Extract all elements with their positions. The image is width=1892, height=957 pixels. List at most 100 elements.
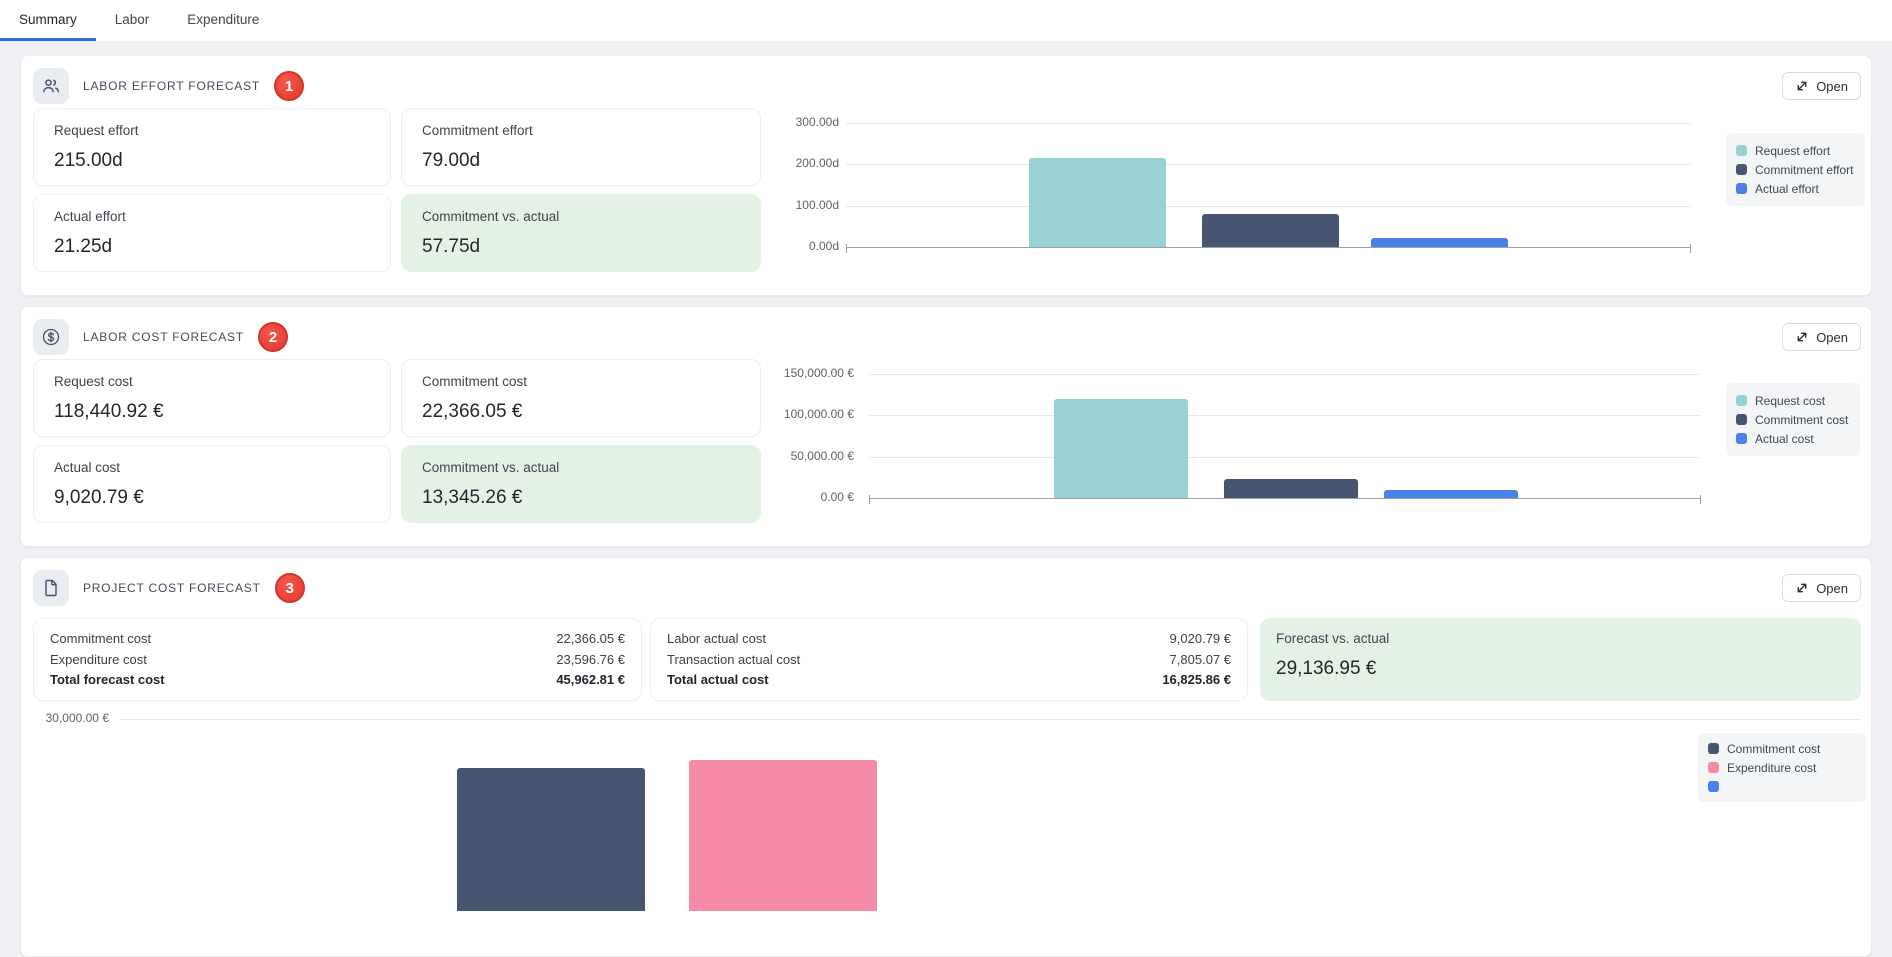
cost-row-value: 16,825.86 € [1162, 672, 1231, 687]
cost-row-value: 23,596.76 € [556, 651, 625, 667]
section-project-cost-forecast: PROJECT COST FORECAST 3 Open Commitment … [20, 557, 1872, 957]
metric-card-commitment-effort: Commitment effort 79.00d [401, 108, 761, 186]
y-axis-tick-label: 50,000.00 € [790, 449, 854, 463]
legend-label: Expenditure cost [1727, 760, 1817, 775]
gridline [869, 415, 1701, 416]
legend-item: Request cost [1736, 391, 1848, 410]
open-button-label: Open [1816, 580, 1848, 596]
tab-labor[interactable]: Labor [114, 12, 150, 27]
gridline [869, 374, 1701, 375]
dollar-circle-icon [33, 319, 69, 355]
labor-effort-header: LABOR EFFORT FORECAST 1 Open [33, 68, 1861, 104]
cost-row: Transaction actual cost 7,805.07 € [667, 650, 1231, 670]
cost-row: Expenditure cost 23,596.76 € [50, 650, 625, 670]
y-axis-tick-label: 0.00 € [820, 490, 854, 504]
metric-label: Commitment effort [422, 123, 533, 138]
legend-item: Actual cost [1736, 429, 1848, 448]
y-axis-tick-label: 30,000.00 € [45, 711, 109, 725]
metric-label: Actual effort [54, 209, 126, 224]
bar-request-cost [1054, 399, 1188, 498]
cost-row-label: Commitment cost [50, 631, 152, 646]
legend-label: Commitment cost [1755, 412, 1849, 427]
legend-item: Commitment cost [1708, 739, 1854, 758]
users-icon [33, 68, 69, 104]
x-axis-end-tick [1690, 244, 1691, 253]
x-axis-line [846, 247, 1691, 248]
gridline [869, 457, 1701, 458]
gridline [846, 123, 1691, 124]
cost-row-label: Total actual cost [667, 672, 769, 687]
legend-label: Commitment cost [1727, 741, 1821, 756]
legend-swatch [1736, 395, 1747, 406]
legend-label: Commitment effort [1755, 162, 1854, 177]
legend-item: Commitment cost [1736, 410, 1848, 429]
metric-value: 13,345.26 € [422, 487, 523, 508]
open-button[interactable]: Open [1782, 72, 1861, 100]
legend-item: Actual effort [1736, 179, 1853, 198]
legend-swatch [1736, 164, 1747, 175]
metric-label: Request cost [54, 374, 133, 389]
gridline [121, 719, 1861, 720]
metric-card-commitment-vs-actual: Commitment vs. actual 13,345.26 € [401, 445, 761, 523]
open-button-label: Open [1816, 329, 1848, 345]
bar-commitment-cost [1224, 479, 1358, 498]
tab-expenditure[interactable]: Expenditure [187, 12, 260, 27]
metric-label: Request effort [54, 123, 139, 138]
metric-value: 79.00d [422, 150, 481, 171]
metric-value: 118,440.92 € [54, 401, 164, 422]
bar-commitment-cost [457, 768, 645, 911]
cost-row-value: 7,805.07 € [1169, 651, 1231, 667]
section-title: LABOR EFFORT FORECAST [83, 79, 261, 93]
forecast-cost-card: Commitment cost 22,366.05 € Expenditure co… [33, 618, 642, 701]
tab-summary[interactable]: Summary [0, 0, 96, 41]
x-axis-line [869, 498, 1701, 499]
x-axis-end-tick [869, 495, 870, 504]
legend-swatch [1736, 433, 1747, 444]
metric-label: Commitment vs. actual [422, 209, 560, 224]
cost-row-label: Transaction actual cost [667, 651, 801, 667]
project-cost-header: PROJECT COST FORECAST 3 Open [33, 570, 1861, 606]
expand-icon [1795, 581, 1809, 595]
legend-label: Request effort [1755, 143, 1831, 158]
labor-effort-legend: Request effort Commitment effort Actual ef… [1726, 133, 1866, 206]
legend-swatch [1736, 183, 1747, 194]
metric-card-actual-cost: Actual cost 9,020.79 € [33, 445, 391, 523]
document-icon [33, 570, 69, 606]
legend-item [1708, 777, 1854, 796]
cost-row-value: 45,962.81 € [556, 672, 625, 687]
section-labor-effort-forecast: LABOR EFFORT FORECAST 1 Open Request eff… [20, 55, 1872, 296]
expand-icon [1795, 79, 1809, 93]
x-axis-end-tick [846, 244, 847, 253]
step-badge: 2 [258, 322, 289, 352]
legend-swatch [1736, 145, 1747, 156]
open-button[interactable]: Open [1782, 574, 1861, 602]
y-axis-tick-label: 200.00d [795, 156, 839, 170]
bar-commitment-effort [1202, 214, 1339, 247]
forecast-vs-actual-card: Forecast vs. actual 29,136.95 € [1260, 618, 1861, 701]
legend-label: Actual cost [1755, 431, 1814, 446]
legend-label: Actual effort [1755, 181, 1819, 196]
cost-row: Labor actual cost 9,020.79 € [667, 629, 1231, 649]
labor-cost-legend: Request cost Commitment cost Actual cost [1726, 383, 1861, 456]
tabbar: Summary Labor Expenditure [0, 0, 1892, 41]
legend-item: Expenditure cost [1708, 758, 1854, 777]
bar-request-effort [1029, 158, 1166, 247]
metric-card-actual-effort: Actual effort 21.25d [33, 194, 391, 272]
cost-row-label: Expenditure cost [50, 651, 147, 667]
metric-label: Actual cost [54, 460, 121, 475]
cost-row-value: 9,020.79 € [1169, 631, 1231, 646]
labor-cost-header: LABOR COST FORECAST 2 Open [33, 319, 1861, 355]
legend-swatch [1708, 781, 1719, 792]
y-axis-tick-label: 0.00d [808, 239, 839, 253]
cost-row-value: 22,366.05 € [556, 631, 625, 646]
metric-label: Forecast vs. actual [1276, 631, 1390, 646]
section-labor-cost-forecast: LABOR COST FORECAST 2 Open Request cost … [20, 306, 1872, 547]
metric-value: 29,136.95 € [1276, 658, 1377, 679]
cost-row: Total forecast cost 45,962.81 € [50, 670, 625, 690]
open-button[interactable]: Open [1782, 323, 1861, 351]
y-axis-tick-label: 100,000.00 € [783, 407, 854, 421]
legend-swatch [1736, 414, 1747, 425]
metric-card-request-cost: Request cost 118,440.92 € [33, 359, 391, 437]
legend-item: Request effort [1736, 141, 1853, 160]
